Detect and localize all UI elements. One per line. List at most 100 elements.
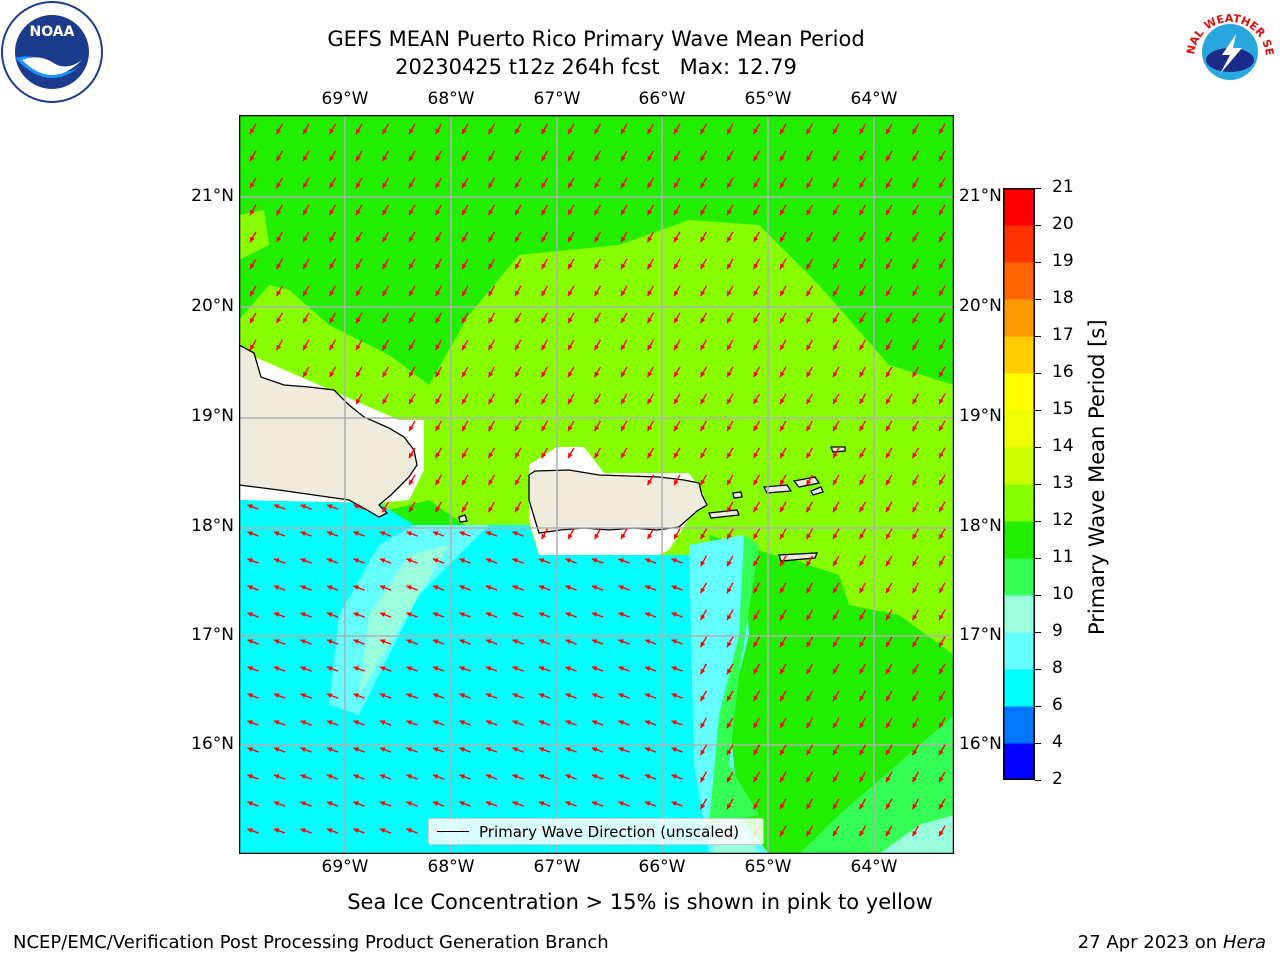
wave-arrow-head	[326, 585, 333, 590]
wave-arrow-head	[780, 560, 785, 567]
wave-arrow-head	[939, 263, 944, 270]
wave-arrow-head	[594, 533, 600, 540]
wave-arrow-head	[541, 398, 547, 405]
wave-arrow-head	[621, 263, 626, 270]
wave-arrow-head	[780, 695, 785, 702]
wave-arrow-head	[326, 747, 333, 752]
wave-arrow-head	[435, 506, 441, 513]
wave-arrow-head	[432, 612, 439, 617]
wave-arrow-head	[594, 425, 600, 432]
wave-arrow-head	[806, 155, 812, 162]
wave-arrow-head	[753, 560, 759, 567]
wave-arrow-head	[859, 317, 865, 324]
wave-direction-arrows	[247, 123, 946, 837]
wave-arrow-head	[621, 452, 626, 459]
wave-arrow-head	[700, 641, 706, 648]
wave-arrow-head	[303, 128, 308, 135]
wave-arrow-head	[727, 614, 732, 621]
wave-arrow-head	[515, 290, 520, 297]
wave-arrow-head	[833, 560, 838, 567]
wave-arrow-head	[618, 801, 624, 806]
wave-arrow-head	[594, 317, 600, 324]
wave-arrow-head	[276, 236, 282, 243]
wave-arrow-head	[833, 209, 838, 216]
wave-arrow-head	[618, 720, 624, 725]
wave-arrow-head	[459, 585, 465, 590]
wave-arrow-head	[462, 479, 467, 486]
wave-arrow-head	[432, 720, 439, 725]
contour-9-10-se	[879, 815, 954, 854]
wave-arrow-head	[647, 236, 653, 243]
wave-arrow-head	[247, 612, 253, 617]
wave-arrow-head	[432, 801, 439, 806]
lat-tick-left: 21°N	[191, 186, 234, 206]
wave-arrow-head	[353, 585, 359, 590]
wave-arrow-head	[462, 344, 467, 351]
wave-arrow-head	[647, 479, 653, 486]
wave-arrow-head	[326, 828, 333, 833]
wave-arrow-head	[912, 236, 918, 243]
wave-arrow-head	[859, 533, 865, 540]
wave-arrow-head	[806, 830, 812, 837]
wave-arrow-head	[382, 317, 388, 324]
wave-arrow-head	[326, 774, 333, 779]
wave-arrow-head	[939, 425, 944, 432]
wave-arrow-head	[515, 425, 520, 432]
wave-arrow-head	[273, 774, 280, 779]
wave-arrow-head	[806, 695, 812, 702]
lat-tick-right: 20°N	[959, 296, 1002, 316]
wave-arrow-head	[538, 693, 545, 698]
wave-arrow-head	[435, 479, 441, 486]
wave-arrow-head	[538, 558, 545, 563]
colorbar-tick-label: 14	[1052, 436, 1074, 456]
wave-arrow-head	[435, 398, 441, 405]
colorbar-tick-mark	[1035, 373, 1041, 374]
wave-arrow-head	[806, 506, 812, 513]
wave-arrow-head	[647, 209, 653, 216]
wave-arrow-head	[462, 236, 467, 243]
wave-arrow-head	[594, 263, 600, 270]
wave-arrow-head	[700, 533, 706, 540]
wave-arrow-head	[939, 479, 944, 486]
wave-arrow-head	[912, 209, 918, 216]
wave-arrow-head	[859, 722, 865, 729]
wave-arrow-head	[250, 263, 255, 270]
wave-arrow-head	[247, 666, 253, 671]
wave-arrow-head	[565, 747, 571, 752]
wave-arrow-head	[488, 371, 494, 378]
wave-arrow-head	[780, 425, 785, 432]
wave-arrow-head	[912, 506, 918, 513]
sea-ice-note: Sea Ice Concentration > 15% is shown in …	[347, 890, 933, 914]
wave-arrow-head	[912, 371, 918, 378]
wave-arrow-head	[300, 666, 306, 671]
wave-arrow-head	[462, 506, 467, 513]
wave-arrow-head	[594, 128, 600, 135]
wave-arrow-head	[727, 749, 732, 756]
wave-arrow-head	[409, 209, 414, 216]
wave-arrow-head	[859, 425, 865, 432]
wave-arrow-head	[406, 747, 412, 752]
wave-arrow-head	[674, 128, 679, 135]
wave-arrow-head	[939, 830, 944, 837]
wave-arrow-head	[780, 614, 785, 621]
lon-tick-top: 69°W	[321, 89, 369, 109]
wave-arrow-head	[273, 801, 280, 806]
wave-arrow-head	[329, 371, 335, 378]
contour-10-11-east	[709, 535, 759, 825]
wave-arrow-head	[833, 263, 838, 270]
wave-arrow-head	[512, 693, 518, 698]
wave-arrow-head	[247, 585, 253, 590]
colorbar-tick-label: 16	[1052, 362, 1074, 382]
wave-arrow-head	[432, 774, 439, 779]
wave-arrow-head	[356, 317, 361, 324]
wave-arrow-head	[356, 155, 361, 162]
colorbar	[1003, 188, 1035, 780]
wave-arrow-head	[250, 236, 255, 243]
wave-arrow-head	[753, 263, 759, 270]
wave-arrow-head	[409, 155, 414, 162]
wave-arrow-head	[435, 263, 441, 270]
wave-arrow-head	[939, 290, 944, 297]
colorbar-tick-label: 15	[1052, 399, 1074, 419]
wave-arrow-head	[700, 182, 706, 189]
wave-arrow-head	[621, 155, 626, 162]
